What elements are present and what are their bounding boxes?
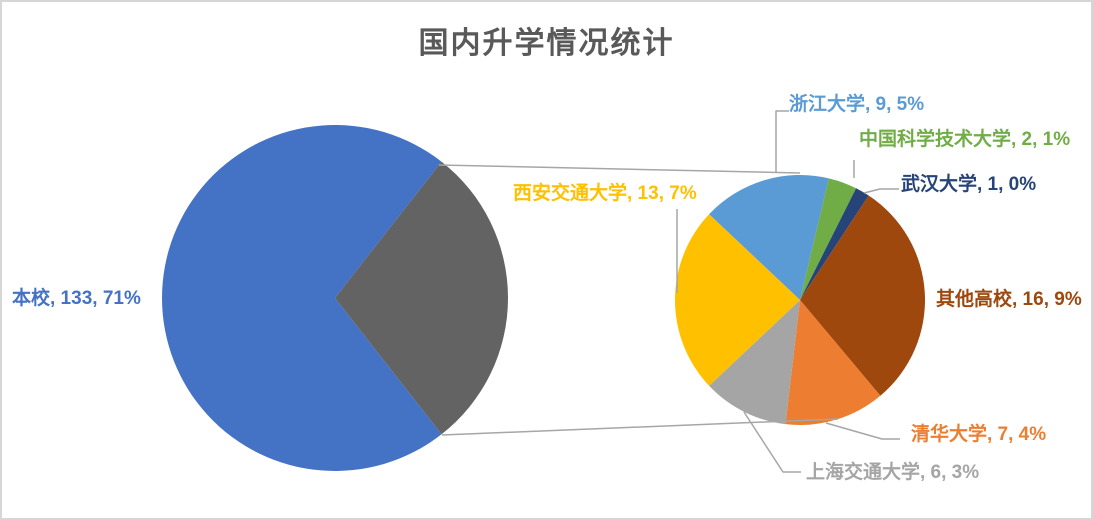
pie-series-group [162,124,925,471]
main-pie-slice-benxiao[interactable] [162,124,442,471]
secondary-pie-slice-4[interactable] [785,300,881,426]
leader-line-shanghaijiaotong [743,411,801,473]
secondary-pie-slice-6[interactable] [674,214,800,386]
secondary-pie-slice-3[interactable] [800,195,925,396]
data-label-ustc: 中国科学技术大学, 2, 1% [859,129,1071,150]
main-pie-slice-other-group[interactable] [335,161,509,435]
secondary-pie-slice-2[interactable] [800,188,869,300]
data-label-xianjiaotong: 西安交通大学, 13, 7% [513,183,697,204]
connector-lines-group [438,110,900,473]
secondary-pie-slice-1[interactable] [800,178,857,300]
chart-title: 国内升学情况统计 [418,27,675,60]
data-label-qitagaoxiao: 其他高校, 16, 9% [936,289,1082,310]
data-label-shanghaijiaotong: 上海交通大学, 6, 3% [806,462,980,483]
leader-line-qinghua [825,422,900,440]
data-label-zhejiang: 浙江大学, 9, 5% [789,94,925,115]
leader-line-zhejiang [775,110,789,172]
data-label-wuhan: 武汉大学, 1, 0% [901,174,1037,195]
series-line-bottom [441,418,839,436]
series-line-top [438,164,801,174]
secondary-pie-slice-5[interactable] [709,300,800,425]
leader-line-wuhan [863,188,899,194]
data-label-benxiao: 本校, 133, 71% [12,288,141,309]
secondary-pie-slice-0[interactable] [709,175,829,300]
data-label-qinghua: 清华大学, 7, 4% [911,424,1047,445]
